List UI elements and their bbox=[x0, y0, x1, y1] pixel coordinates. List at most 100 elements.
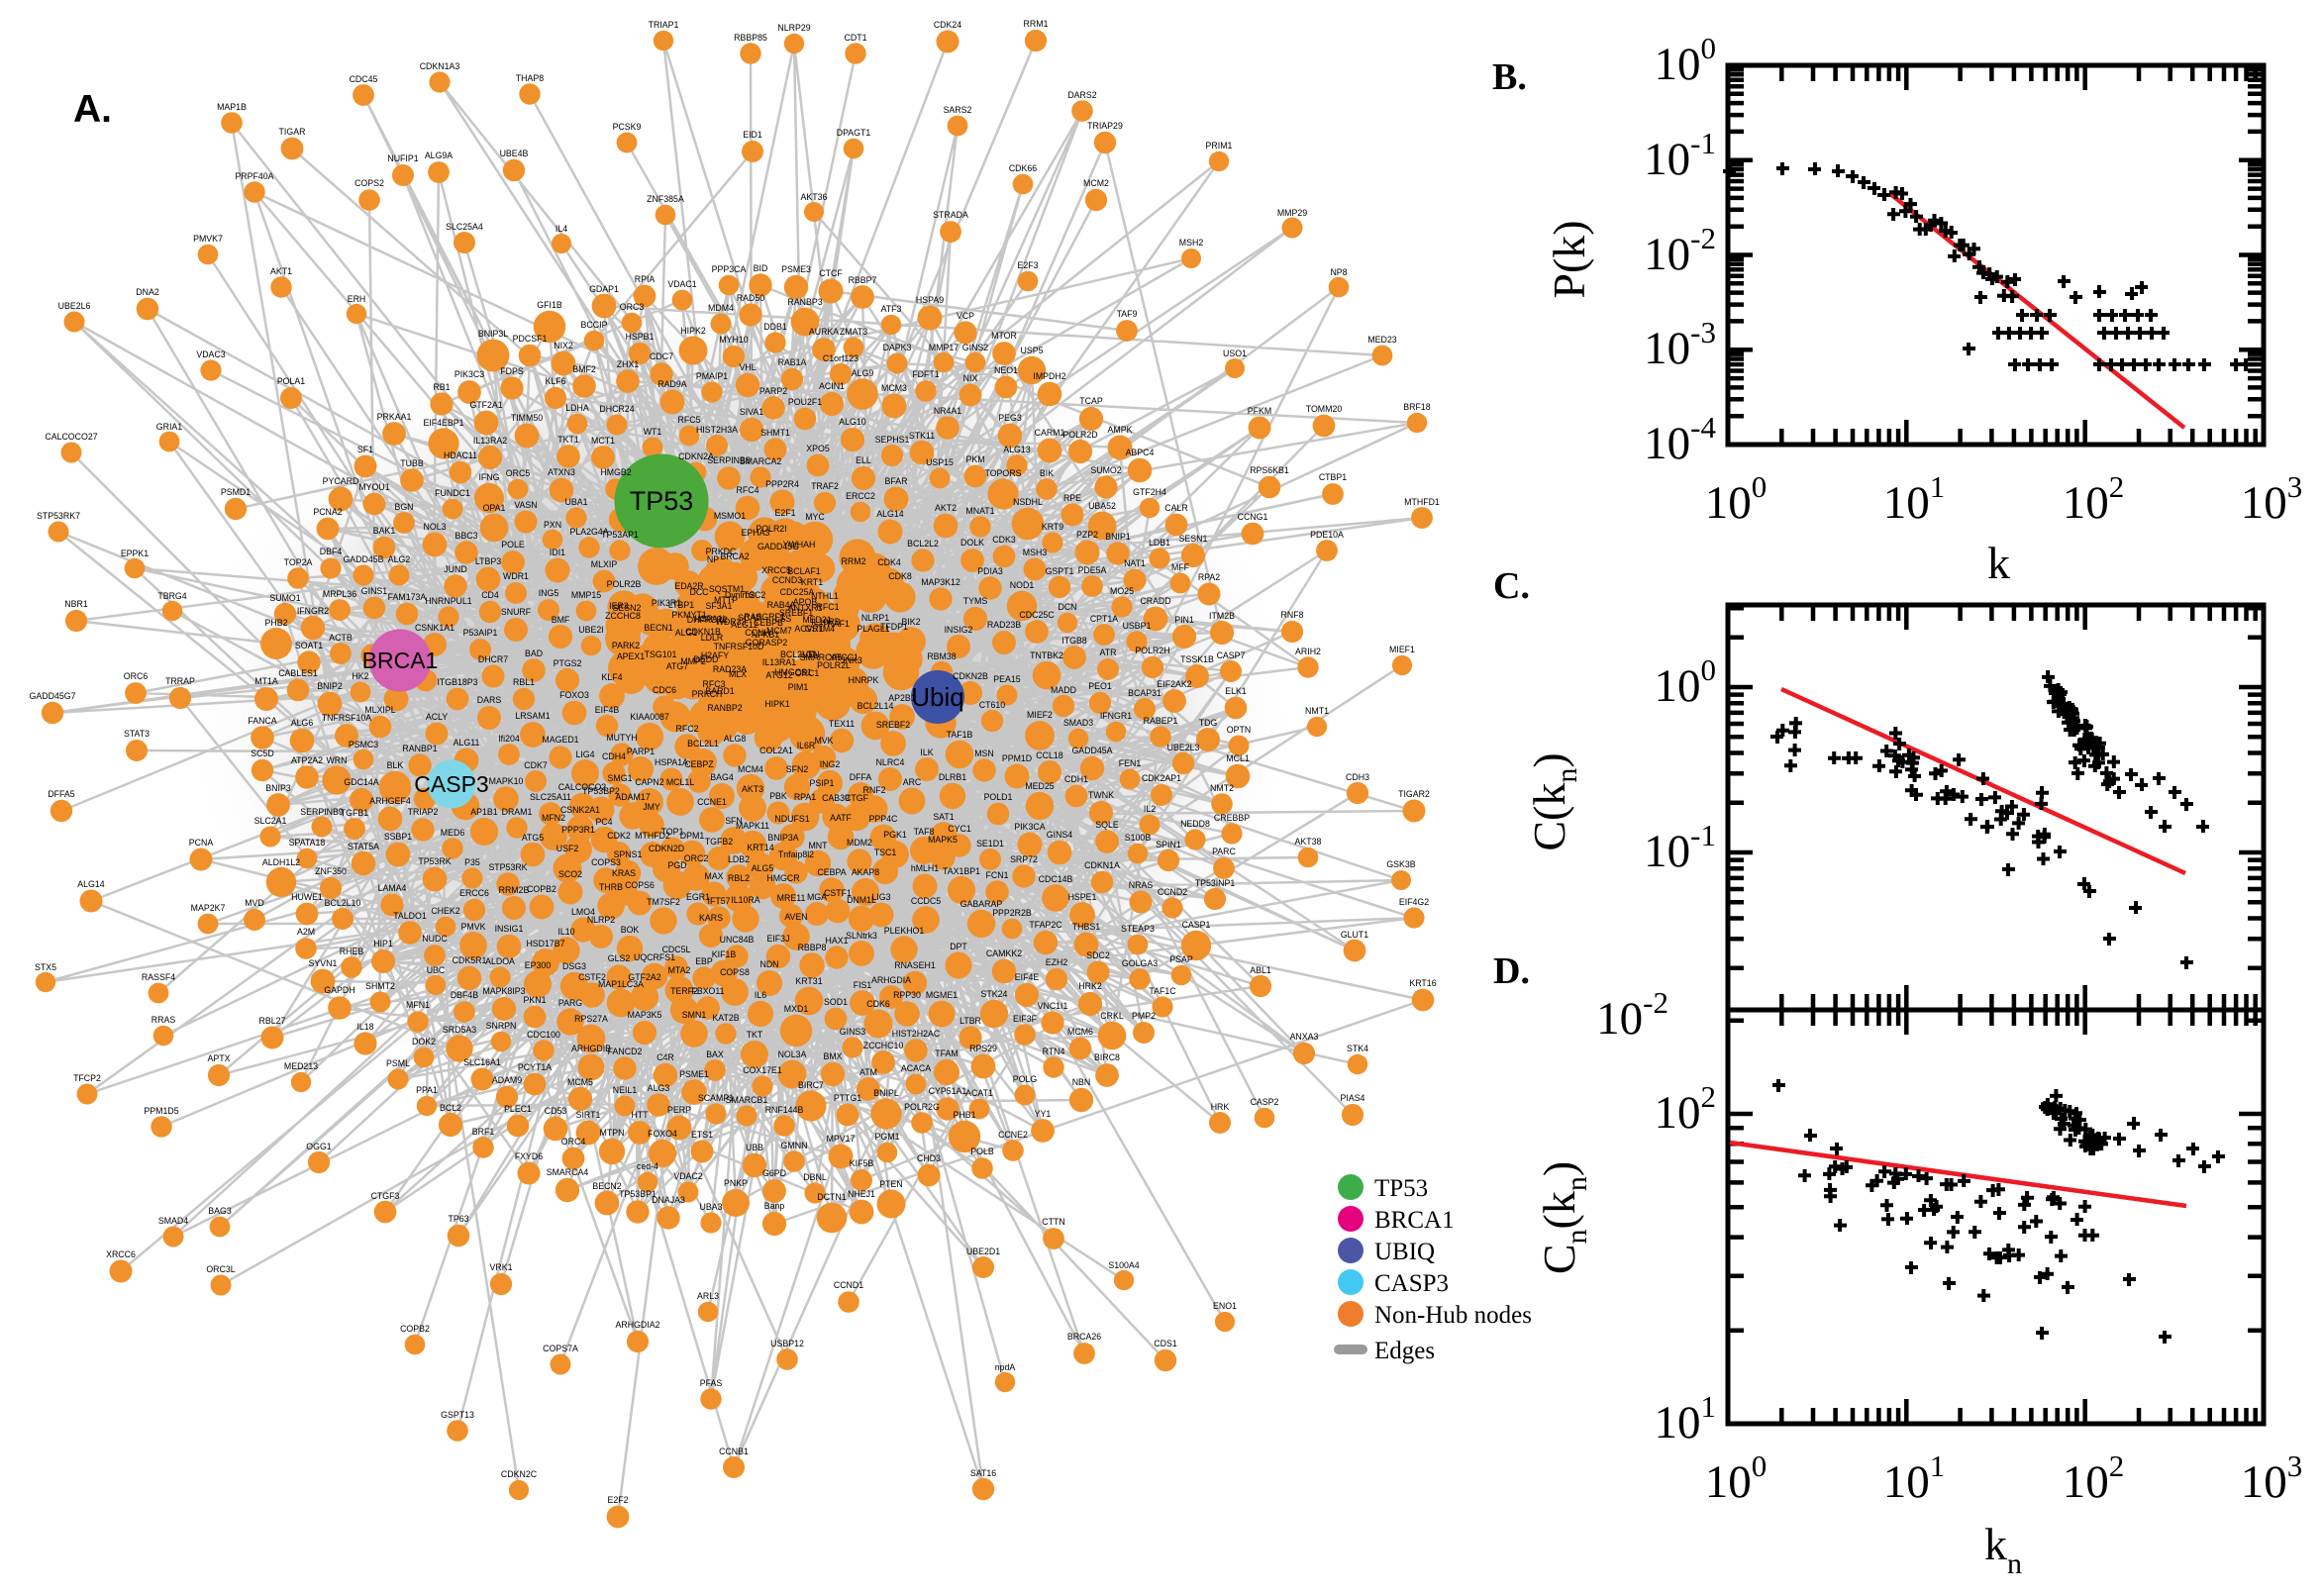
svg-text:HSPB1: HSPB1 bbox=[626, 332, 655, 342]
svg-text:WT1: WT1 bbox=[644, 427, 662, 437]
svg-text:ORC2: ORC2 bbox=[684, 853, 709, 863]
svg-text:PDE10A: PDE10A bbox=[1310, 530, 1344, 540]
svg-text:A2M: A2M bbox=[297, 927, 315, 937]
svg-text:EIF4G2: EIF4G2 bbox=[1399, 897, 1429, 907]
svg-text:SE1D1: SE1D1 bbox=[976, 839, 1004, 848]
svg-text:THBS1: THBS1 bbox=[1072, 922, 1100, 932]
svg-text:DARS: DARS bbox=[477, 695, 502, 705]
svg-text:PTGS2: PTGS2 bbox=[554, 658, 582, 668]
svg-text:BCCIP: BCCIP bbox=[581, 320, 608, 330]
svg-text:MAPK10: MAPK10 bbox=[489, 776, 524, 786]
svg-text:POLR2L: POLR2L bbox=[817, 660, 851, 670]
svg-text:H2AFY: H2AFY bbox=[701, 650, 729, 660]
svg-text:GMNN: GMNN bbox=[781, 1141, 808, 1150]
svg-text:PIM1: PIM1 bbox=[788, 682, 809, 692]
svg-text:EP300: EP300 bbox=[525, 960, 552, 970]
svg-text:IL18: IL18 bbox=[356, 1022, 373, 1032]
svg-text:LDHA: LDHA bbox=[565, 403, 589, 413]
svg-text:HSPA1A: HSPA1A bbox=[655, 757, 688, 767]
svg-text:RHEB: RHEB bbox=[340, 947, 364, 956]
svg-text:SRP72: SRP72 bbox=[1010, 854, 1038, 864]
svg-text:POLR2D: POLR2D bbox=[1062, 430, 1097, 440]
svg-text:TAF1B: TAF1B bbox=[947, 730, 973, 740]
svg-text:A.: A. bbox=[73, 88, 112, 131]
svg-text:ACIN1: ACIN1 bbox=[819, 381, 845, 391]
svg-text:BNIPL: BNIPL bbox=[873, 1088, 899, 1098]
svg-text:RANBP2: RANBP2 bbox=[707, 703, 742, 713]
svg-text:CDH3: CDH3 bbox=[1346, 772, 1369, 782]
svg-text:PKMYT1: PKMYT1 bbox=[671, 610, 706, 620]
svg-text:HNRNPUL1: HNRNPUL1 bbox=[425, 596, 472, 606]
svg-text:MRE11: MRE11 bbox=[777, 893, 806, 903]
svg-text:MRPL36: MRPL36 bbox=[323, 589, 356, 599]
svg-text:TOP1: TOP1 bbox=[661, 827, 684, 837]
svg-text:CALCOCO2: CALCOCO2 bbox=[558, 782, 607, 792]
svg-text:HDAC11: HDAC11 bbox=[444, 450, 477, 460]
svg-text:CCND3: CCND3 bbox=[772, 575, 802, 585]
svg-text:MAP1LC3A: MAP1LC3A bbox=[598, 979, 644, 989]
svg-text:DSG3: DSG3 bbox=[562, 961, 586, 971]
svg-text:CCND1: CCND1 bbox=[834, 1280, 863, 1290]
svg-text:SAT1: SAT1 bbox=[933, 812, 954, 822]
svg-text:PDCSF1: PDCSF1 bbox=[513, 334, 548, 344]
svg-text:CDK3: CDK3 bbox=[992, 535, 1016, 545]
svg-text:SDC2: SDC2 bbox=[1086, 950, 1110, 960]
svg-text:DHCR7: DHCR7 bbox=[478, 654, 508, 664]
svg-text:SOAT1: SOAT1 bbox=[295, 641, 323, 650]
svg-text:SHMT1: SHMT1 bbox=[760, 428, 790, 438]
svg-text:SPNS1: SPNS1 bbox=[614, 849, 643, 859]
svg-text:ALG2: ALG2 bbox=[388, 554, 411, 564]
svg-text:TAF9: TAF9 bbox=[1117, 309, 1138, 319]
svg-text:MAP3K12: MAP3K12 bbox=[921, 577, 960, 587]
svg-text:RBL2: RBL2 bbox=[728, 873, 750, 883]
svg-text:MED213: MED213 bbox=[284, 1061, 318, 1071]
svg-text:WDR1: WDR1 bbox=[503, 571, 529, 581]
svg-text:ADAM9: ADAM9 bbox=[492, 1075, 522, 1085]
svg-text:BMF2: BMF2 bbox=[572, 364, 596, 374]
svg-text:SIVA1: SIVA1 bbox=[740, 407, 763, 417]
svg-text:ILK: ILK bbox=[920, 748, 933, 757]
svg-text:TFAP2C: TFAP2C bbox=[1029, 920, 1062, 930]
svg-text:LTBP1: LTBP1 bbox=[668, 600, 694, 610]
svg-text:HMGCS1: HMGCS1 bbox=[774, 667, 812, 677]
svg-text:MED23: MED23 bbox=[1367, 335, 1396, 345]
svg-text:ZMAT3: ZMAT3 bbox=[840, 327, 867, 337]
svg-text:RAD23A: RAD23A bbox=[713, 664, 747, 674]
svg-text:MFF: MFF bbox=[1171, 562, 1190, 572]
svg-text:IER3: IER3 bbox=[609, 601, 629, 611]
svg-text:RPS6KB1: RPS6KB1 bbox=[1250, 465, 1289, 475]
svg-text:RASSF4: RASSF4 bbox=[142, 972, 175, 982]
svg-text:ALG9A: ALG9A bbox=[425, 150, 453, 160]
svg-text:RAB1A: RAB1A bbox=[778, 357, 807, 367]
svg-text:GRIA1: GRIA1 bbox=[156, 422, 183, 432]
svg-text:BCL2L14: BCL2L14 bbox=[858, 701, 894, 711]
svg-text:GABARAP: GABARAP bbox=[960, 899, 1003, 909]
svg-text:GOLGA3: GOLGA3 bbox=[1122, 958, 1158, 968]
svg-text:CEBPA: CEBPA bbox=[817, 867, 846, 877]
svg-text:TRIAP29: TRIAP29 bbox=[1087, 121, 1123, 131]
svg-text:TRAF1: TRAF1 bbox=[822, 619, 850, 629]
svg-text:BRCA26: BRCA26 bbox=[1067, 1332, 1101, 1342]
svg-text:MAGED1: MAGED1 bbox=[542, 735, 578, 745]
svg-text:HSD17B7: HSD17B7 bbox=[526, 939, 564, 948]
svg-text:BNIP1: BNIP1 bbox=[1105, 532, 1131, 542]
svg-text:ORC3L: ORC3L bbox=[206, 1264, 235, 1274]
svg-text:CDK2: CDK2 bbox=[607, 831, 631, 841]
svg-text:CASP3: CASP3 bbox=[414, 771, 488, 797]
svg-text:CR2: CR2 bbox=[710, 615, 728, 625]
svg-text:UBA1: UBA1 bbox=[565, 497, 588, 507]
svg-text:CD4: CD4 bbox=[481, 590, 499, 600]
svg-text:COPB2: COPB2 bbox=[400, 1324, 430, 1334]
svg-text:USBP1: USBP1 bbox=[1123, 621, 1152, 631]
svg-text:SESN2: SESN2 bbox=[613, 603, 642, 613]
svg-text:ORC3: ORC3 bbox=[620, 302, 645, 312]
svg-text:MED6: MED6 bbox=[441, 828, 465, 838]
svg-text:TIGAR2: TIGAR2 bbox=[1398, 789, 1430, 799]
svg-text:FANCA: FANCA bbox=[248, 716, 276, 726]
svg-text:HSPA1L: HSPA1L bbox=[694, 614, 727, 624]
svg-text:CDK66: CDK66 bbox=[1009, 163, 1037, 173]
svg-text:PBK: PBK bbox=[769, 791, 787, 801]
svg-text:ACACA: ACACA bbox=[901, 1063, 931, 1073]
svg-text:PSML: PSML bbox=[386, 1058, 410, 1068]
svg-text:DPT: DPT bbox=[950, 942, 967, 951]
